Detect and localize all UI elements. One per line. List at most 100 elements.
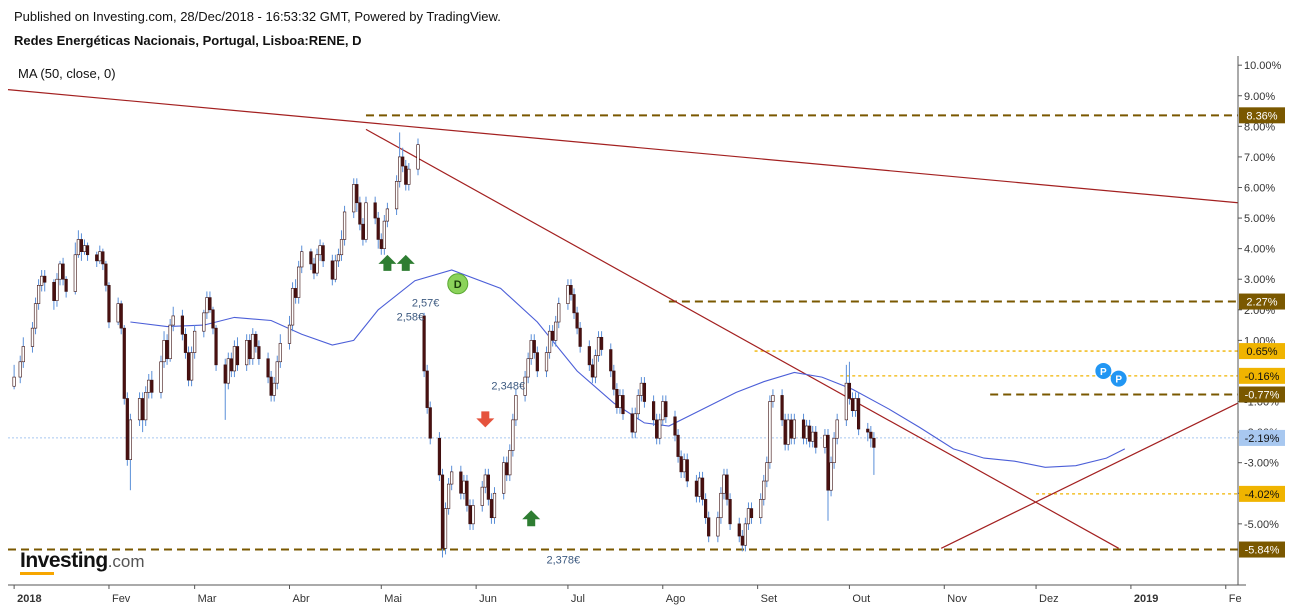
candle-body (128, 419, 132, 460)
y-tick-label: -5.00% (1244, 519, 1279, 531)
signal-markers: D PP (378, 254, 1127, 527)
candle-body (257, 346, 261, 360)
candle-body (557, 303, 561, 323)
candle-body (853, 398, 858, 412)
trendline (940, 402, 1239, 549)
d-marker-icon (447, 273, 469, 295)
candle-body (780, 395, 784, 421)
candle-body (599, 337, 604, 350)
price-annotation: 2,58€ (397, 312, 425, 324)
candle-body (12, 376, 16, 387)
candle-body (471, 505, 475, 525)
candle-body (226, 358, 230, 384)
candle-body (58, 263, 62, 280)
candle-body (694, 480, 699, 497)
candle-body (404, 165, 408, 185)
x-tick-label: 2018 (17, 593, 41, 605)
candle-body (801, 419, 806, 439)
price-annotation: 2,348€ (491, 380, 525, 392)
candle-body (223, 364, 227, 384)
candle-body (722, 474, 726, 494)
arrow-up-icon (396, 254, 415, 271)
candle-body (596, 337, 601, 356)
level-label: -0.16% (1245, 371, 1280, 383)
candle-body (122, 327, 126, 399)
published-caption: Published on Investing.com, 28/Dec/2018 … (14, 9, 501, 24)
trendlines (7, 89, 1239, 549)
candle-body (749, 508, 754, 519)
candle-body (823, 434, 827, 448)
candle-body (294, 288, 298, 298)
arrow-down-icon (476, 411, 495, 428)
candle-body (297, 266, 301, 298)
candle-body (180, 315, 185, 335)
candle-body (697, 477, 702, 497)
candle-body (765, 462, 769, 482)
candle-body (554, 321, 558, 341)
candle-body (21, 346, 25, 363)
candle-body (248, 340, 252, 360)
y-tick-label: 7.00% (1244, 152, 1275, 164)
candle-body (446, 483, 451, 509)
candle-body (642, 382, 647, 402)
level-label: 0.65% (1246, 346, 1277, 358)
candle-body (428, 407, 432, 439)
candle-body (489, 499, 494, 519)
level-label: -0.77% (1245, 389, 1280, 401)
symbol-title: Redes Energéticas Nacionais, Portugal, L… (14, 33, 362, 48)
level-label-box (1239, 107, 1285, 124)
horizontal-levels (8, 114, 1238, 551)
candle-body (358, 202, 362, 225)
candle-body (36, 285, 41, 304)
candle-body (633, 413, 637, 433)
candle-body (762, 480, 766, 500)
level-label-box (1239, 485, 1285, 502)
candle-body (440, 474, 445, 549)
candle-body (572, 294, 576, 314)
candle-body (208, 297, 212, 311)
current-price-label: -2.19% (1245, 433, 1280, 445)
candle-body (590, 364, 595, 378)
candle-body (505, 462, 509, 476)
level-label: 2.27% (1246, 297, 1277, 309)
candle-body (437, 437, 442, 476)
candle-body (321, 245, 325, 262)
candle-body (725, 474, 729, 500)
candle-body (278, 343, 282, 363)
candle-body (804, 425, 809, 439)
candle-body (107, 285, 111, 323)
current-price-box (1239, 429, 1285, 446)
x-tick-label: Dez (1039, 593, 1059, 605)
candle-body (214, 327, 218, 366)
x-tick-label: Mai (384, 593, 402, 605)
candle-body (422, 315, 426, 372)
candle-body (872, 437, 876, 448)
candle-body (251, 333, 255, 360)
x-tick-label: Abr (292, 593, 309, 605)
candle-body (150, 379, 154, 393)
candle-body (186, 352, 191, 381)
level-label-box (1239, 386, 1285, 403)
x-tick-label: 2019 (1134, 593, 1158, 605)
candle-body (245, 340, 249, 366)
level-label: -5.84% (1245, 545, 1280, 557)
candle-body (101, 251, 105, 265)
candle-body (514, 395, 518, 421)
level-label-box (1239, 343, 1285, 360)
candle-body (159, 361, 163, 393)
candle-body (707, 517, 711, 537)
candle-body (144, 392, 148, 421)
price-annotation: 2,378€ (547, 555, 581, 567)
candle-body (401, 156, 405, 167)
candle-body (621, 395, 625, 415)
x-tick-label: Nov (947, 593, 967, 605)
candle-body (287, 324, 292, 344)
candle-body (783, 419, 787, 445)
trendline (7, 89, 1239, 204)
candle-body (502, 462, 506, 494)
candle-body (529, 340, 533, 360)
candle-body (98, 251, 102, 262)
candle-body (658, 419, 662, 439)
candle-body (544, 352, 549, 372)
